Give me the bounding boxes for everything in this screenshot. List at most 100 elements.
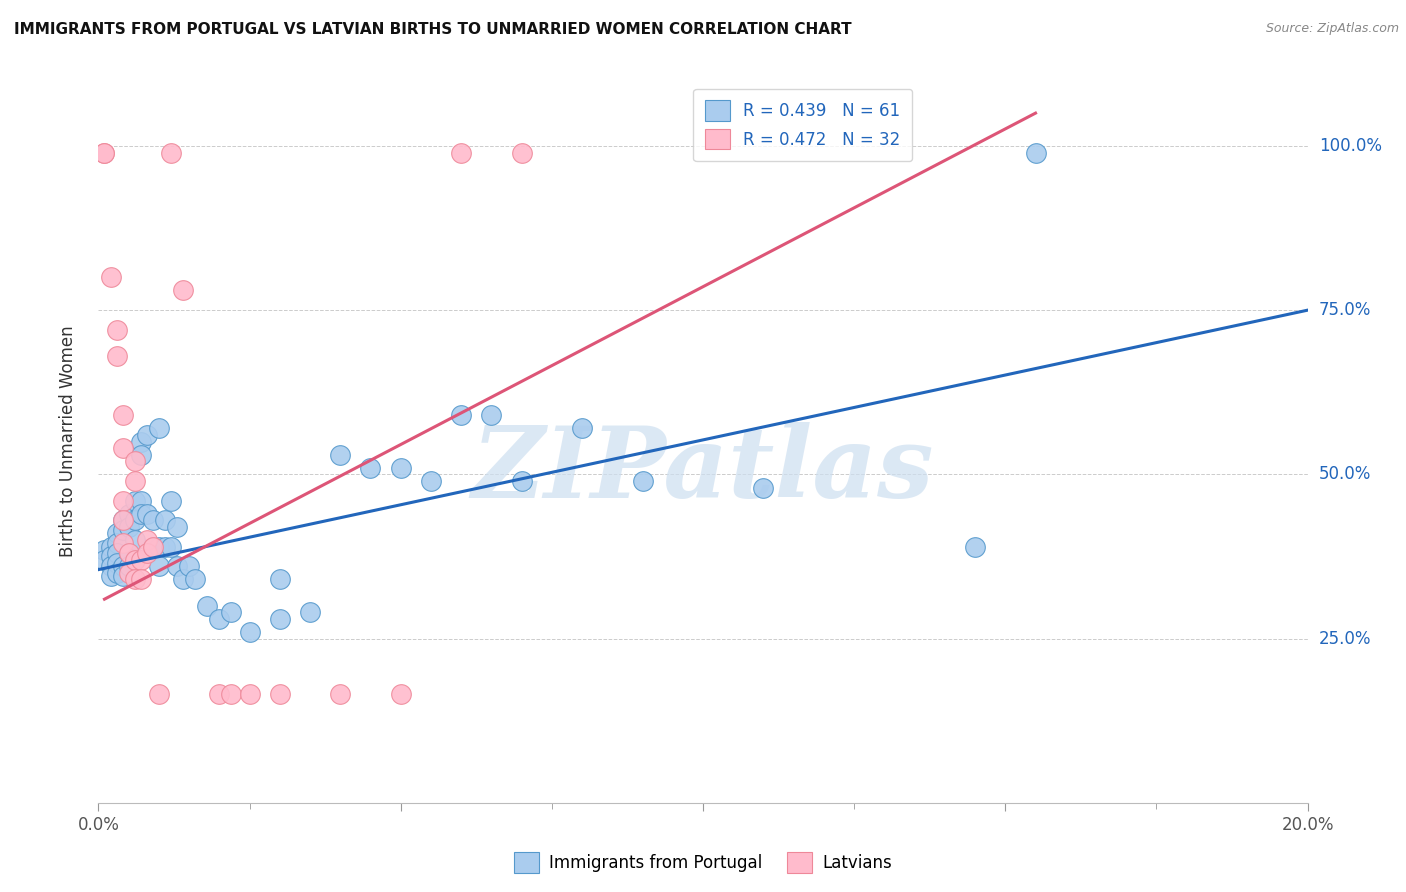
Legend: Immigrants from Portugal, Latvians: Immigrants from Portugal, Latvians	[508, 846, 898, 880]
Point	[105, 566, 128, 580]
Point	[118, 566, 141, 580]
Point	[195, 599, 218, 613]
Point	[160, 540, 183, 554]
Point	[160, 145, 183, 160]
Point	[239, 687, 262, 701]
Point	[111, 513, 134, 527]
Point	[118, 507, 141, 521]
Legend: R = 0.439   N = 61, R = 0.472   N = 32: R = 0.439 N = 61, R = 0.472 N = 32	[693, 88, 912, 161]
Point	[965, 540, 987, 554]
Point	[172, 573, 194, 587]
Point	[148, 421, 170, 435]
Point	[129, 573, 152, 587]
Text: 50.0%: 50.0%	[1319, 466, 1371, 483]
Point	[93, 145, 115, 160]
Text: 100.0%: 100.0%	[1319, 137, 1382, 155]
Point	[299, 605, 322, 619]
Point	[208, 687, 231, 701]
Point	[135, 507, 157, 521]
Point	[360, 460, 382, 475]
Point	[142, 540, 165, 554]
Point	[631, 474, 654, 488]
Point	[100, 270, 122, 285]
Point	[111, 569, 134, 583]
Point	[124, 513, 146, 527]
Point	[510, 145, 533, 160]
Point	[118, 559, 141, 574]
Point	[118, 546, 141, 560]
Point	[93, 542, 115, 557]
Point	[239, 625, 262, 640]
Point	[111, 409, 134, 423]
Point	[269, 573, 291, 587]
Point	[118, 520, 141, 534]
Y-axis label: Births to Unmarried Women: Births to Unmarried Women	[59, 326, 77, 558]
Point	[111, 493, 134, 508]
Point	[269, 612, 291, 626]
Point	[269, 687, 291, 701]
Point	[129, 448, 152, 462]
Point	[329, 687, 352, 701]
Point	[142, 540, 165, 554]
Point	[148, 540, 170, 554]
Point	[571, 421, 593, 435]
Point	[100, 549, 122, 564]
Text: 25.0%: 25.0%	[1319, 630, 1371, 648]
Point	[221, 687, 243, 701]
Point	[111, 536, 134, 550]
Point	[160, 493, 183, 508]
Point	[100, 569, 122, 583]
Point	[129, 507, 152, 521]
Point	[179, 559, 201, 574]
Point	[148, 687, 170, 701]
Point	[105, 536, 128, 550]
Text: Source: ZipAtlas.com: Source: ZipAtlas.com	[1265, 22, 1399, 36]
Point	[1024, 145, 1046, 160]
Point	[118, 546, 141, 560]
Point	[153, 540, 176, 554]
Point	[148, 559, 170, 574]
Point	[172, 284, 194, 298]
Point	[129, 434, 152, 449]
Point	[153, 513, 176, 527]
Text: ZIPatlas: ZIPatlas	[472, 422, 934, 518]
Point	[450, 145, 472, 160]
Point	[166, 520, 188, 534]
Point	[135, 533, 157, 547]
Text: IMMIGRANTS FROM PORTUGAL VS LATVIAN BIRTHS TO UNMARRIED WOMEN CORRELATION CHART: IMMIGRANTS FROM PORTUGAL VS LATVIAN BIRT…	[14, 22, 852, 37]
Point	[450, 409, 472, 423]
Point	[105, 556, 128, 570]
Point	[389, 687, 412, 701]
Point	[129, 493, 152, 508]
Point	[124, 493, 146, 508]
Point	[129, 553, 152, 567]
Point	[420, 474, 443, 488]
Point	[135, 546, 157, 560]
Point	[124, 533, 146, 547]
Point	[135, 428, 157, 442]
Point	[111, 513, 134, 527]
Point	[93, 553, 115, 567]
Point	[329, 448, 352, 462]
Point	[208, 612, 231, 626]
Point	[124, 474, 146, 488]
Point	[100, 540, 122, 554]
Point	[93, 145, 115, 160]
Text: 75.0%: 75.0%	[1319, 301, 1371, 319]
Point	[142, 513, 165, 527]
Point	[481, 409, 503, 423]
Point	[389, 460, 412, 475]
Point	[166, 559, 188, 574]
Point	[111, 441, 134, 455]
Point	[510, 474, 533, 488]
Point	[124, 553, 146, 567]
Point	[105, 323, 128, 337]
Point	[111, 559, 134, 574]
Point	[105, 349, 128, 363]
Point	[111, 523, 134, 537]
Point	[221, 605, 243, 619]
Point	[752, 481, 775, 495]
Point	[100, 559, 122, 574]
Point	[105, 546, 128, 560]
Point	[184, 573, 207, 587]
